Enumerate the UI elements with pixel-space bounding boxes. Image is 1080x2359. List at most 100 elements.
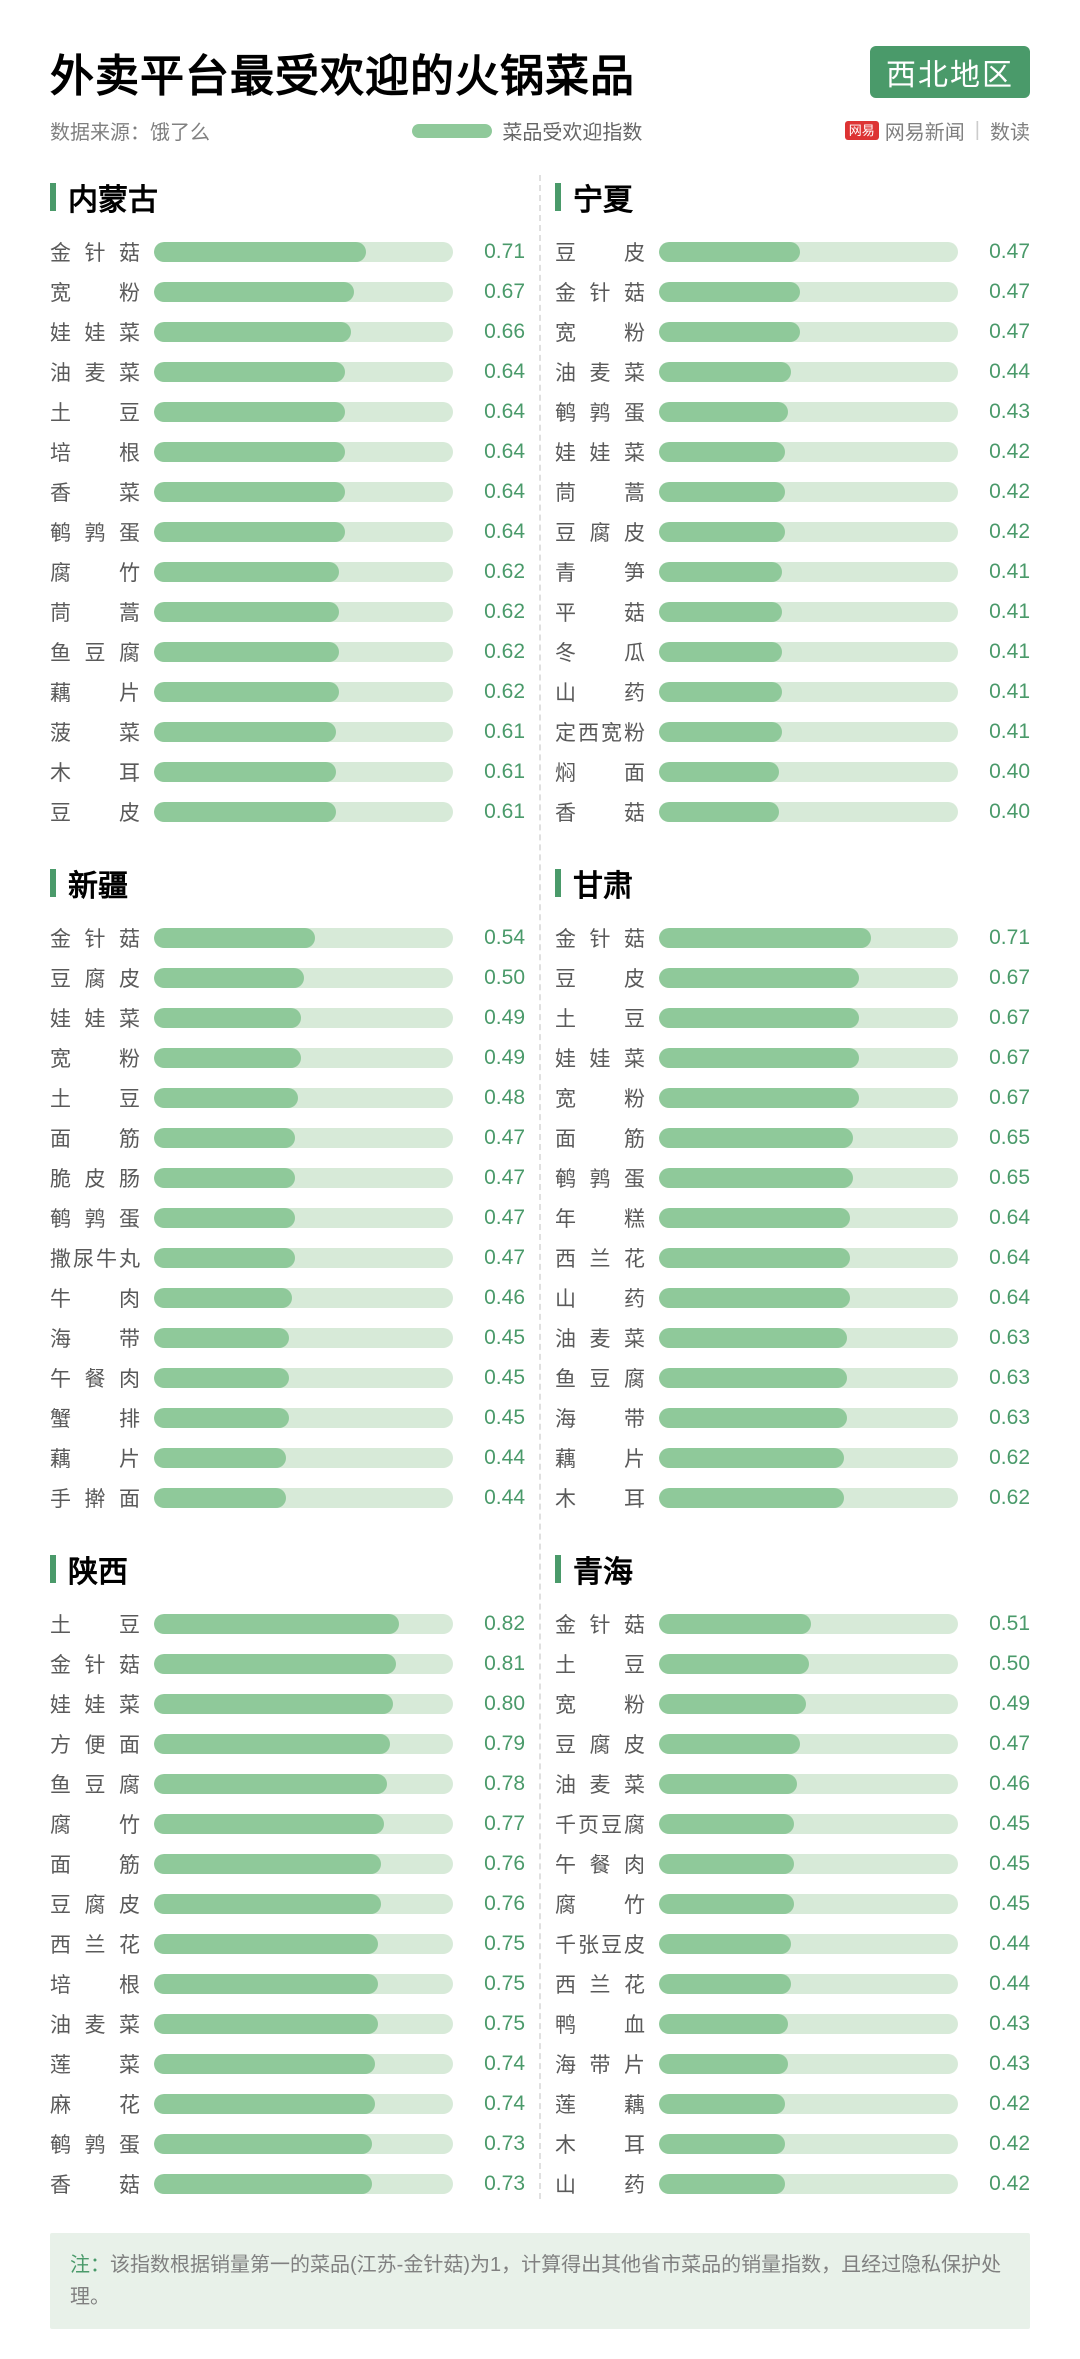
- bar-track: [659, 442, 958, 462]
- item-value: 0.66: [467, 320, 525, 344]
- item-label: 海带片: [555, 2049, 645, 2079]
- bar-track: [154, 442, 453, 462]
- item-label: 油麦菜: [555, 1323, 645, 1353]
- item-label: 木耳: [50, 757, 140, 787]
- item-value: 0.64: [467, 520, 525, 544]
- bar-row: 面筋0.76: [50, 1849, 525, 1879]
- bar-fill: [659, 1048, 859, 1068]
- bar-row: 茼蒿0.42: [555, 477, 1030, 507]
- bar-row: 娃娃菜0.67: [555, 1043, 1030, 1073]
- bar-row: 木耳0.61: [50, 757, 525, 787]
- legend: 菜品受欢迎指数: [412, 116, 642, 145]
- bar-fill: [154, 1614, 399, 1634]
- bar-track: [154, 2134, 453, 2154]
- bar-row: 鹌鹑蛋0.64: [50, 517, 525, 547]
- item-value: 0.76: [467, 1852, 525, 1876]
- bar-track: [659, 482, 958, 502]
- bar-fill: [154, 1814, 384, 1834]
- bar-track: [154, 968, 453, 988]
- bar-row: 千页豆腐0.45: [555, 1809, 1030, 1839]
- bar-fill: [659, 762, 779, 782]
- bar-track: [659, 2094, 958, 2114]
- bar-row: 蟹排0.45: [50, 1403, 525, 1433]
- bar-row: 娃娃菜0.66: [50, 317, 525, 347]
- bar-track: [659, 1448, 958, 1468]
- bar-fill: [659, 2134, 785, 2154]
- item-value: 0.44: [972, 1972, 1030, 1996]
- bar-track: [659, 928, 958, 948]
- bar-track: [154, 762, 453, 782]
- bar-track: [154, 402, 453, 422]
- bar-row: 鱼豆腐0.63: [555, 1363, 1030, 1393]
- bar-fill: [154, 1974, 378, 1994]
- bar-fill: [659, 362, 791, 382]
- bar-track: [659, 1408, 958, 1428]
- bar-fill: [154, 2094, 375, 2114]
- item-label: 鹌鹑蛋: [50, 1203, 140, 1233]
- item-value: 0.45: [972, 1892, 1030, 1916]
- bar-row: 菠菜0.61: [50, 717, 525, 747]
- item-label: 土豆: [50, 397, 140, 427]
- bar-row: 海带片0.43: [555, 2049, 1030, 2079]
- bar-row: 脆皮肠0.47: [50, 1163, 525, 1193]
- footnote-tag: 注：: [70, 2254, 110, 2276]
- bar-track: [154, 802, 453, 822]
- bar-track: [659, 1934, 958, 1954]
- bar-track: [659, 642, 958, 662]
- item-value: 0.54: [467, 926, 525, 950]
- bar-track: [659, 1734, 958, 1754]
- bar-track: [659, 282, 958, 302]
- bar-track: [154, 522, 453, 542]
- bar-track: [154, 1168, 453, 1188]
- bar-fill: [154, 1894, 381, 1914]
- bar-fill: [154, 1088, 298, 1108]
- bar-track: [659, 1614, 958, 1634]
- bar-row: 土豆0.50: [555, 1649, 1030, 1679]
- bar-fill: [659, 1934, 791, 1954]
- item-value: 0.62: [972, 1486, 1030, 1510]
- item-label: 土豆: [555, 1003, 645, 1033]
- bar-track: [154, 1328, 453, 1348]
- bar-track: [659, 1894, 958, 1914]
- bar-fill: [659, 1128, 853, 1148]
- item-value: 0.41: [972, 680, 1030, 704]
- bar-row: 油麦菜0.63: [555, 1323, 1030, 1353]
- item-label: 木耳: [555, 1483, 645, 1513]
- bar-row: 腐竹0.62: [50, 557, 525, 587]
- item-value: 0.42: [972, 480, 1030, 504]
- item-label: 牛肉: [50, 1283, 140, 1313]
- province-title: 宁夏: [555, 175, 1030, 219]
- bar-track: [154, 1974, 453, 1994]
- panels-grid: 内蒙古金针菇0.71宽粉0.67娃娃菜0.66油麦菜0.64土豆0.64培根0.…: [50, 175, 1030, 2199]
- bar-fill: [659, 2094, 785, 2114]
- item-label: 豆腐皮: [555, 1729, 645, 1759]
- item-value: 0.45: [467, 1326, 525, 1350]
- item-label: 娃娃菜: [50, 1689, 140, 1719]
- bar-track: [659, 402, 958, 422]
- item-label: 西兰花: [50, 1929, 140, 1959]
- item-label: 山药: [555, 1283, 645, 1313]
- bar-track: [154, 602, 453, 622]
- item-value: 0.43: [972, 400, 1030, 424]
- bar-row: 土豆0.64: [50, 397, 525, 427]
- bar-track: [659, 2134, 958, 2154]
- bar-track: [154, 322, 453, 342]
- bar-track: [154, 642, 453, 662]
- bar-track: [659, 322, 958, 342]
- item-label: 腐竹: [555, 1889, 645, 1919]
- item-label: 面筋: [50, 1123, 140, 1153]
- bar-row: 山药 0.64: [555, 1283, 1030, 1313]
- bar-fill: [154, 642, 339, 662]
- item-label: 香菜: [50, 477, 140, 507]
- bar-track: [659, 802, 958, 822]
- item-label: 焖面: [555, 757, 645, 787]
- bar-track: [154, 2054, 453, 2074]
- bar-row: 鹌鹑蛋0.73: [50, 2129, 525, 2159]
- item-value: 0.81: [467, 1652, 525, 1676]
- bar-track: [659, 1694, 958, 1714]
- item-label: 年糕: [555, 1203, 645, 1233]
- bar-row: 金针菇0.51: [555, 1609, 1030, 1639]
- bar-fill: [154, 602, 339, 622]
- item-value: 0.64: [972, 1286, 1030, 1310]
- item-value: 0.41: [972, 640, 1030, 664]
